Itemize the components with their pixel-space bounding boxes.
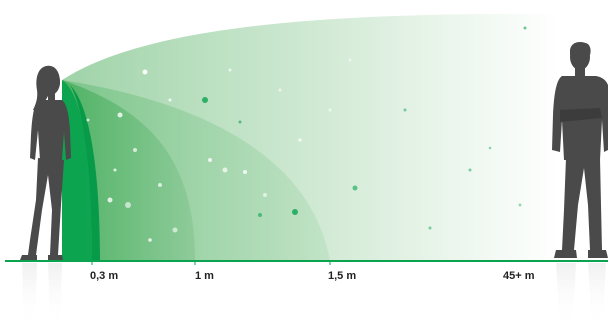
man-silhouette-icon — [552, 42, 608, 258]
zone-0-3m-core — [70, 85, 100, 261]
distance-label-0-3m: 0,3 m — [90, 270, 118, 282]
distance-label-1m: 1 m — [195, 270, 214, 282]
distance-label-45m: 45+ m — [503, 270, 535, 282]
droplets-dark — [202, 26, 557, 230]
man-reflection — [556, 263, 606, 327]
droplets — [86, 58, 352, 242]
woman-silhouette-icon — [20, 65, 71, 260]
distance-ticks — [91, 261, 331, 265]
woman-reflection — [22, 263, 62, 327]
distance-label-1-5m: 1,5 m — [328, 270, 356, 282]
